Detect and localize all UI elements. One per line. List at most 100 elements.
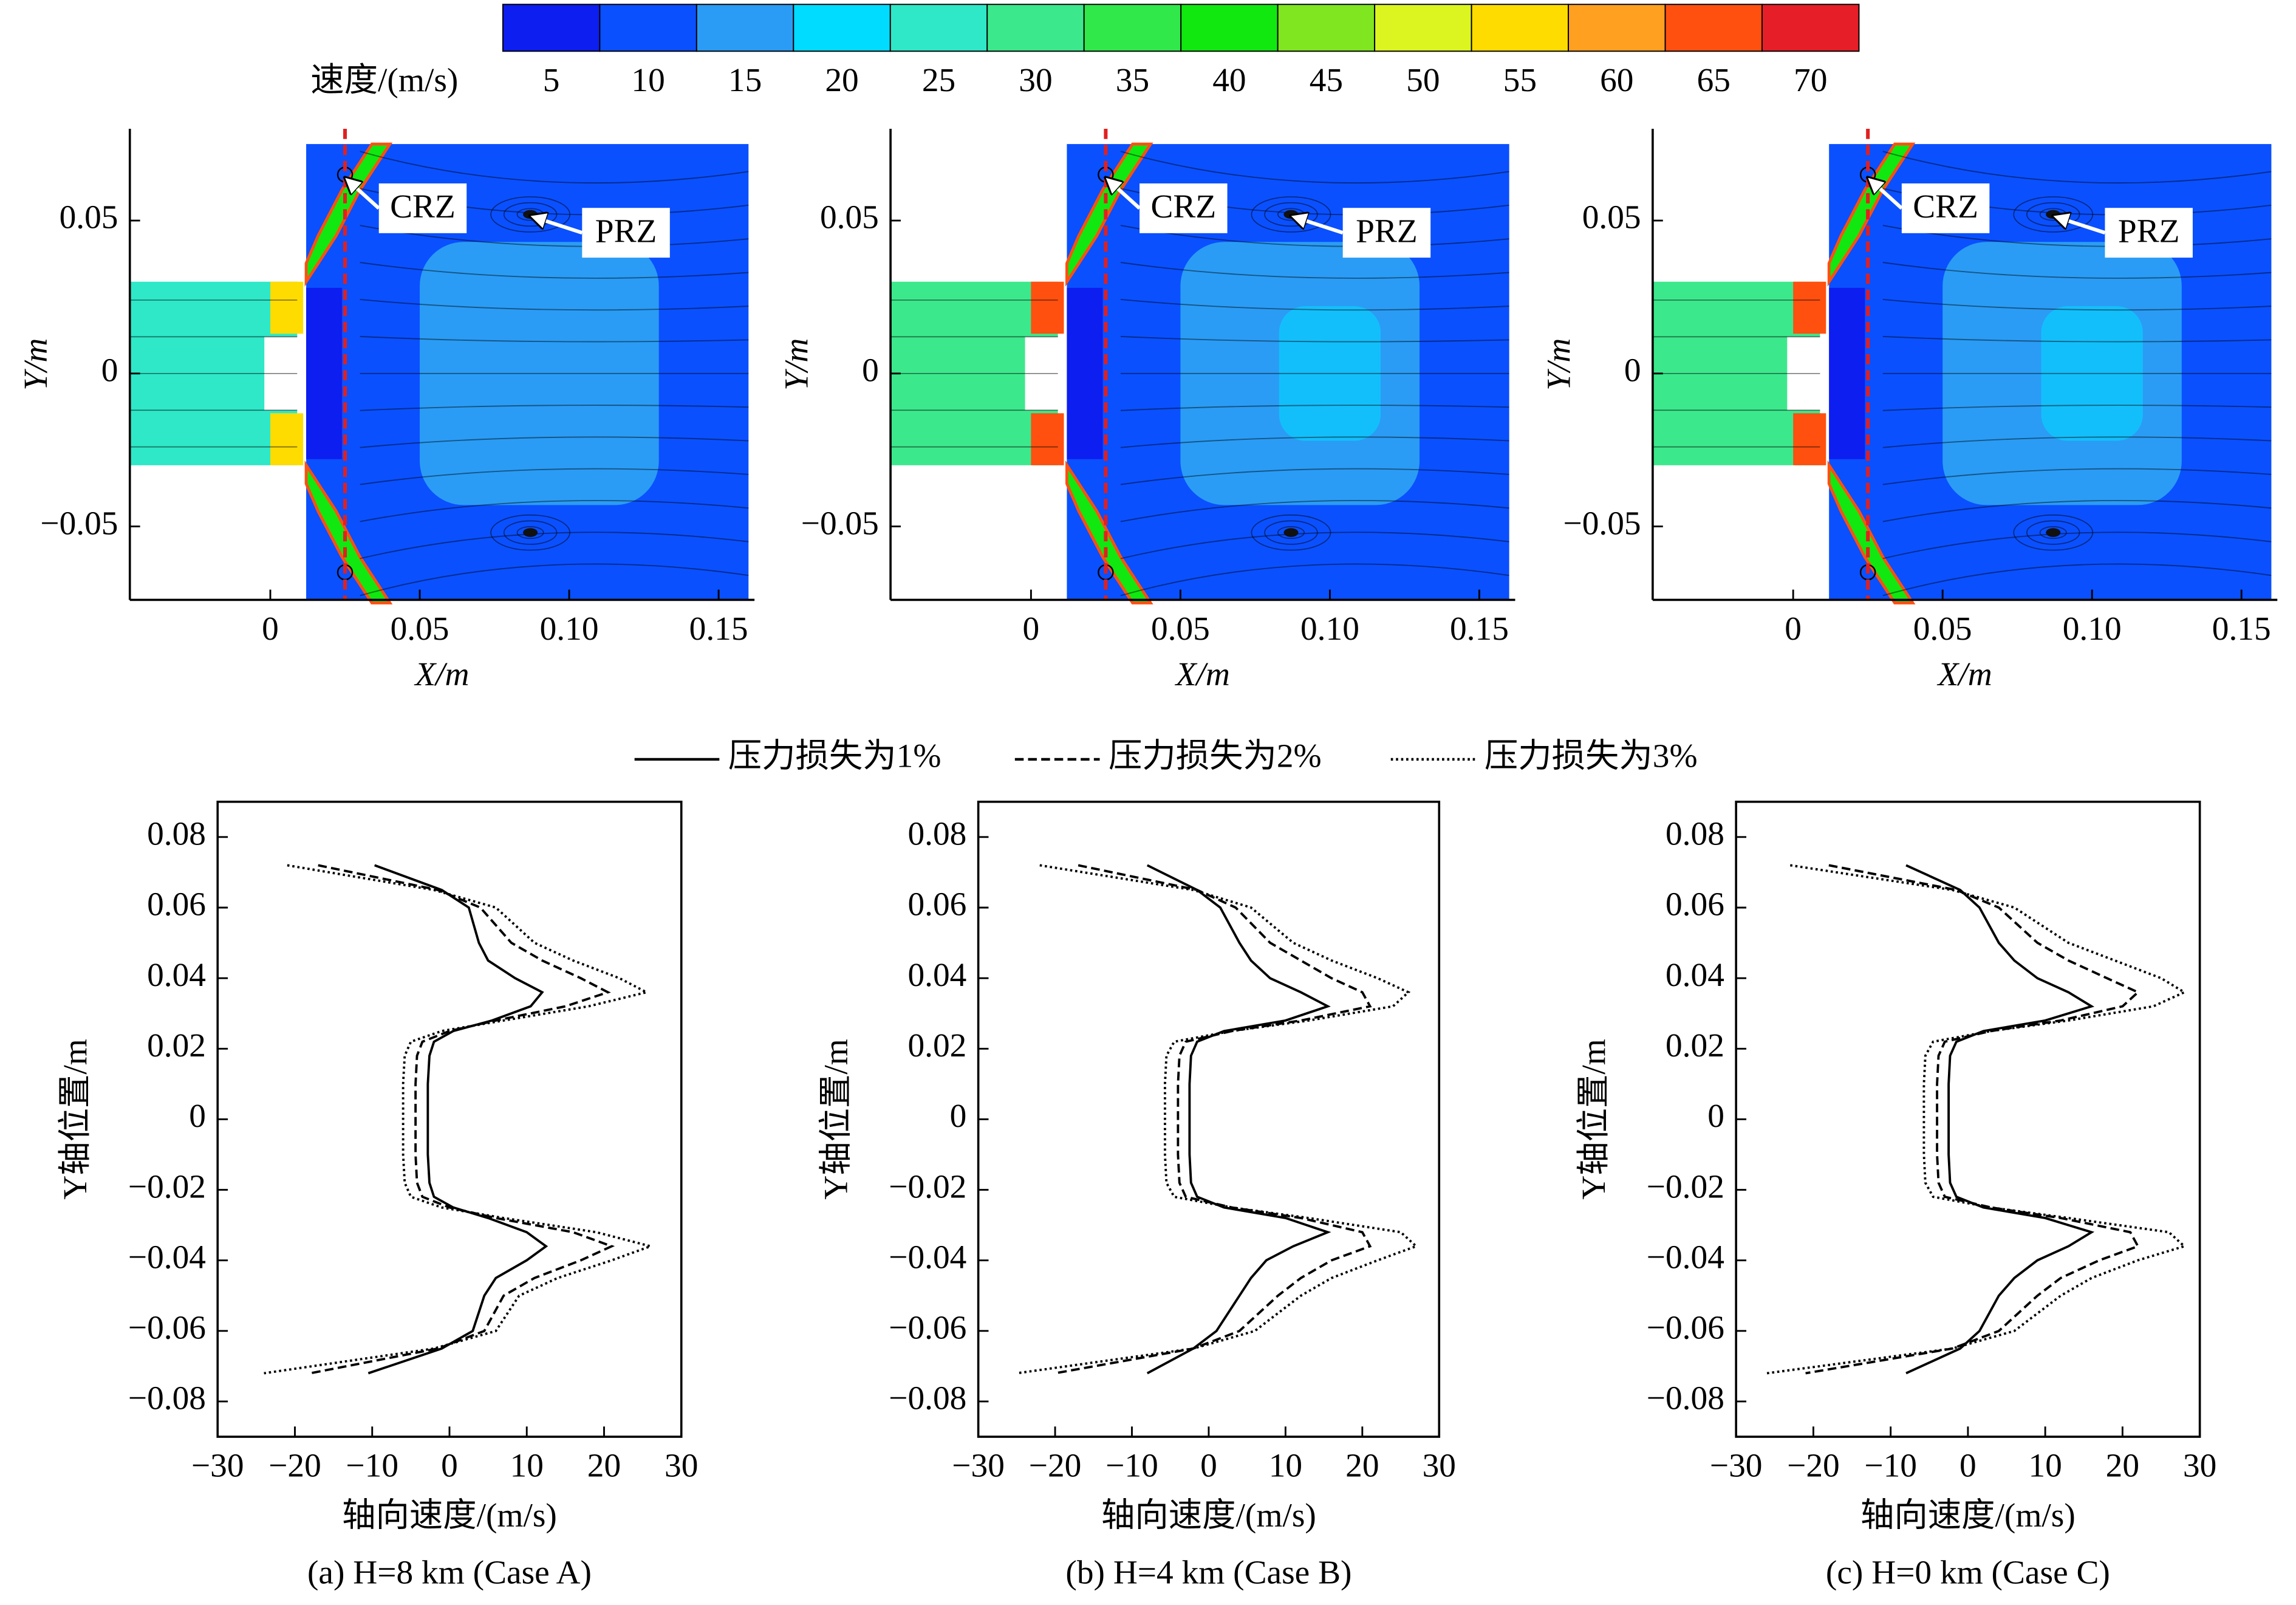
x-tick-label: 20 (1345, 1447, 1379, 1484)
vortex (1251, 514, 1331, 551)
streamline (1882, 436, 2272, 448)
x-axis-label: X/m (1936, 655, 1992, 693)
colorbar-tick-label: 60 (1600, 61, 1633, 98)
y-axis-label: Y轴位置/m (818, 1039, 855, 1200)
vortex (2013, 514, 2094, 551)
y-axis-label: Y轴位置/m (1575, 1039, 1612, 1200)
x-tick-label: −20 (1787, 1447, 1840, 1484)
legend-label: 压力损失为1% (728, 737, 941, 775)
x-tick-label: 10 (510, 1447, 544, 1484)
streamline (1882, 151, 2272, 184)
streamline (360, 298, 749, 311)
y-tick-label: −0.05 (801, 504, 879, 541)
annotation-label: PRZ (1356, 212, 1418, 249)
annotation-label: PRZ (2118, 212, 2180, 249)
profile-line (367, 864, 548, 1375)
field-region (2041, 306, 2143, 441)
streamline (1882, 335, 2272, 343)
x-axis-label: X/m (414, 655, 469, 693)
caption: (a) H=8 km (Case A) (307, 1554, 592, 1591)
vortex (516, 526, 544, 539)
annotation-box (1139, 183, 1228, 233)
annotation-arrow (2053, 216, 2106, 235)
vortex (2013, 196, 2094, 233)
shear-layer (304, 460, 393, 604)
y-axis-label: Y轴位置/m (56, 1039, 94, 1200)
x-tick-label: 0.05 (1151, 610, 1210, 647)
field-region (1279, 306, 1381, 441)
field-region (1067, 287, 1103, 459)
y-tick-label: 0.06 (147, 886, 206, 923)
x-tick-label: 20 (2106, 1447, 2139, 1484)
x-tick-label: 0.10 (1300, 610, 1359, 647)
x-tick-label: 0.15 (689, 610, 748, 647)
streamline (360, 499, 749, 522)
color-segment (1568, 4, 1666, 52)
y-tick-label: 0.04 (907, 956, 966, 993)
annotation-label: CRZ (1150, 188, 1216, 225)
y-tick-label: −0.08 (1647, 1380, 1724, 1417)
colorbar-tick-label: 35 (1116, 61, 1149, 98)
x-axis-label: X/m (1175, 655, 1230, 693)
x-tick-label: −20 (268, 1447, 321, 1484)
streamline (360, 468, 749, 485)
field-region (1031, 413, 1064, 465)
y-axis-label: Y/m (17, 338, 54, 391)
profile-line (264, 864, 655, 1375)
x-tick-label: 10 (2028, 1447, 2062, 1484)
y-tick-label: −0.05 (1563, 504, 1641, 541)
y-tick-label: −0.04 (889, 1238, 966, 1275)
y-tick-label: 0 (1624, 352, 1641, 389)
y-tick-label: 0.05 (60, 199, 118, 236)
y-tick-label: 0.06 (907, 886, 966, 923)
y-tick-label: 0.02 (147, 1027, 206, 1064)
streamline (1882, 225, 2272, 247)
colorbar-tick-label: 65 (1697, 61, 1731, 98)
annotation-box (2105, 208, 2193, 258)
streamline (360, 262, 749, 279)
streamline (1120, 468, 1509, 485)
color-segment (1471, 4, 1570, 52)
colorbar-tick-label: 70 (1794, 61, 1827, 98)
colorbar-tick-label: 15 (728, 61, 762, 98)
field-region (306, 287, 343, 459)
x-axis-label: 轴向速度/(m/s) (1860, 1497, 2076, 1534)
y-tick-label: 0.08 (147, 815, 206, 852)
y-tick-label: 0 (1707, 1097, 1724, 1134)
annotation-arrow (345, 178, 380, 210)
annotation-box (378, 183, 467, 233)
flow-field (1652, 142, 2272, 604)
vortex (490, 196, 570, 233)
streamline (1882, 262, 2272, 279)
annotation-arrow (1868, 178, 1903, 210)
color-segment (1083, 4, 1182, 52)
y-tick-label: −0.02 (1647, 1168, 1724, 1205)
y-tick-label: 0 (189, 1097, 206, 1134)
streamline (1120, 532, 1509, 560)
x-tick-label: 0 (1959, 1447, 1977, 1484)
streamline (1120, 262, 1509, 279)
streamline (360, 225, 749, 247)
x-tick-label: 0.05 (391, 610, 449, 647)
streamline (360, 436, 749, 448)
field-region (270, 413, 304, 465)
y-tick-label: 0 (950, 1097, 967, 1134)
streamline (1120, 563, 1509, 597)
y-tick-label: 0 (101, 352, 118, 389)
legend-label: 压力损失为3% (1485, 737, 1698, 775)
y-axis-label: Y/m (778, 338, 815, 391)
vortex (1251, 196, 1331, 233)
color-segment (793, 4, 891, 52)
color-segment (502, 4, 601, 52)
shear-layer (1065, 460, 1153, 604)
colorbar-tick-label: 55 (1503, 61, 1537, 98)
caption: (c) H=0 km (Case C) (1826, 1554, 2110, 1591)
y-tick-label: 0.08 (1666, 815, 1724, 852)
color-segment (986, 4, 1085, 52)
y-tick-label: 0.06 (1666, 886, 1724, 923)
vortex (1264, 520, 1318, 545)
y-tick-label: −0.08 (889, 1380, 966, 1417)
field-region (1829, 287, 1865, 459)
profile-line (1805, 864, 2141, 1375)
x-tick-label: −20 (1029, 1447, 1082, 1484)
